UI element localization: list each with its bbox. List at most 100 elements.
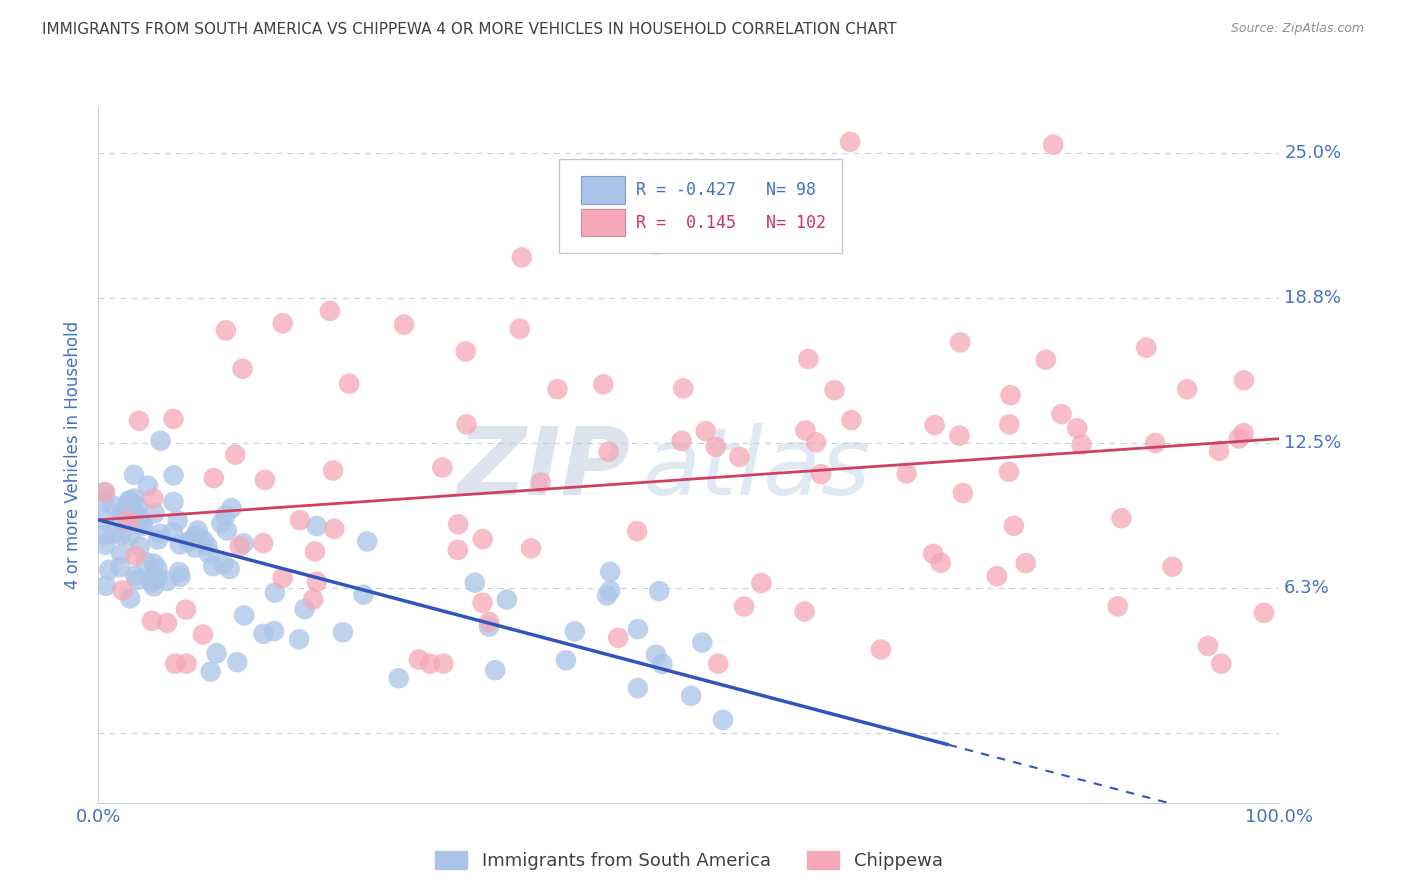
Point (101, 527, 124, 541)
Point (626, 524, 648, 539)
Point (146, 533, 169, 547)
Point (749, 576, 772, 591)
Point (447, 542, 470, 557)
Point (471, 596, 494, 610)
Point (998, 465, 1021, 479)
Point (253, 473, 276, 487)
Point (177, 535, 200, 549)
Point (93, 494, 115, 508)
Y-axis label: 4 or more Vehicles in Household: 4 or more Vehicles in Household (65, 321, 83, 589)
Point (263, 624, 285, 638)
Point (454, 344, 477, 359)
Point (1035, 352, 1057, 367)
Point (810, 467, 832, 482)
Point (162, 468, 184, 483)
Point (271, 316, 294, 330)
Point (127, 573, 149, 587)
Point (1000, 388, 1022, 402)
Point (221, 501, 243, 516)
Point (1015, 556, 1038, 570)
Point (94, 538, 117, 552)
Point (224, 448, 246, 462)
Point (149, 434, 172, 448)
Point (419, 657, 441, 671)
Text: 18.8%: 18.8% (1284, 289, 1341, 308)
Point (209, 516, 232, 531)
Point (794, 423, 817, 437)
Point (456, 417, 478, 432)
Point (169, 570, 191, 584)
Point (787, 228, 810, 243)
Point (1042, 137, 1064, 152)
Point (232, 361, 254, 376)
Point (141, 575, 163, 590)
Text: Source: ZipAtlas.com: Source: ZipAtlas.com (1230, 22, 1364, 36)
Point (271, 571, 294, 585)
Point (214, 508, 236, 523)
Point (117, 514, 139, 528)
Point (162, 525, 184, 540)
Point (388, 671, 411, 685)
Point (592, 377, 614, 392)
Point (215, 524, 238, 538)
Point (484, 663, 506, 677)
Point (146, 561, 169, 575)
Text: 6.3%: 6.3% (1284, 579, 1330, 598)
Point (184, 541, 207, 555)
Point (166, 514, 188, 528)
Point (998, 417, 1021, 432)
Point (1107, 599, 1129, 614)
Point (93, 528, 115, 542)
Point (1050, 407, 1073, 421)
Point (174, 602, 197, 616)
Point (135, 555, 157, 569)
Point (228, 539, 250, 553)
Point (530, 475, 553, 490)
Point (337, 376, 360, 391)
Point (111, 506, 134, 520)
Point (110, 560, 132, 574)
Point (645, 648, 668, 662)
Point (118, 497, 141, 511)
Point (1066, 421, 1088, 435)
Point (598, 444, 620, 458)
Point (607, 631, 630, 645)
Point (184, 528, 207, 542)
Point (264, 585, 287, 599)
Point (162, 495, 184, 509)
Point (645, 237, 668, 252)
Point (1002, 518, 1025, 533)
Point (1111, 511, 1133, 525)
Point (353, 588, 375, 602)
Point (1197, 639, 1219, 653)
Point (733, 599, 755, 614)
Point (124, 507, 146, 521)
Point (127, 500, 149, 514)
Point (1232, 426, 1254, 441)
Point (304, 544, 326, 558)
Point (111, 513, 134, 527)
Point (156, 574, 179, 588)
Point (702, 195, 724, 210)
Point (167, 565, 190, 579)
Point (464, 575, 486, 590)
Point (110, 547, 132, 561)
Point (707, 657, 730, 671)
Point (131, 517, 153, 532)
Point (1175, 382, 1198, 396)
Point (252, 627, 274, 641)
Point (176, 657, 198, 671)
Point (165, 657, 187, 671)
Point (120, 591, 142, 606)
Point (1070, 437, 1092, 451)
Point (94, 485, 117, 500)
Point (949, 335, 972, 350)
Point (142, 579, 165, 593)
Point (202, 559, 225, 574)
Point (555, 653, 578, 667)
Point (141, 614, 163, 628)
Point (695, 424, 717, 438)
Point (1144, 436, 1167, 450)
Point (169, 537, 191, 551)
Point (143, 506, 166, 520)
